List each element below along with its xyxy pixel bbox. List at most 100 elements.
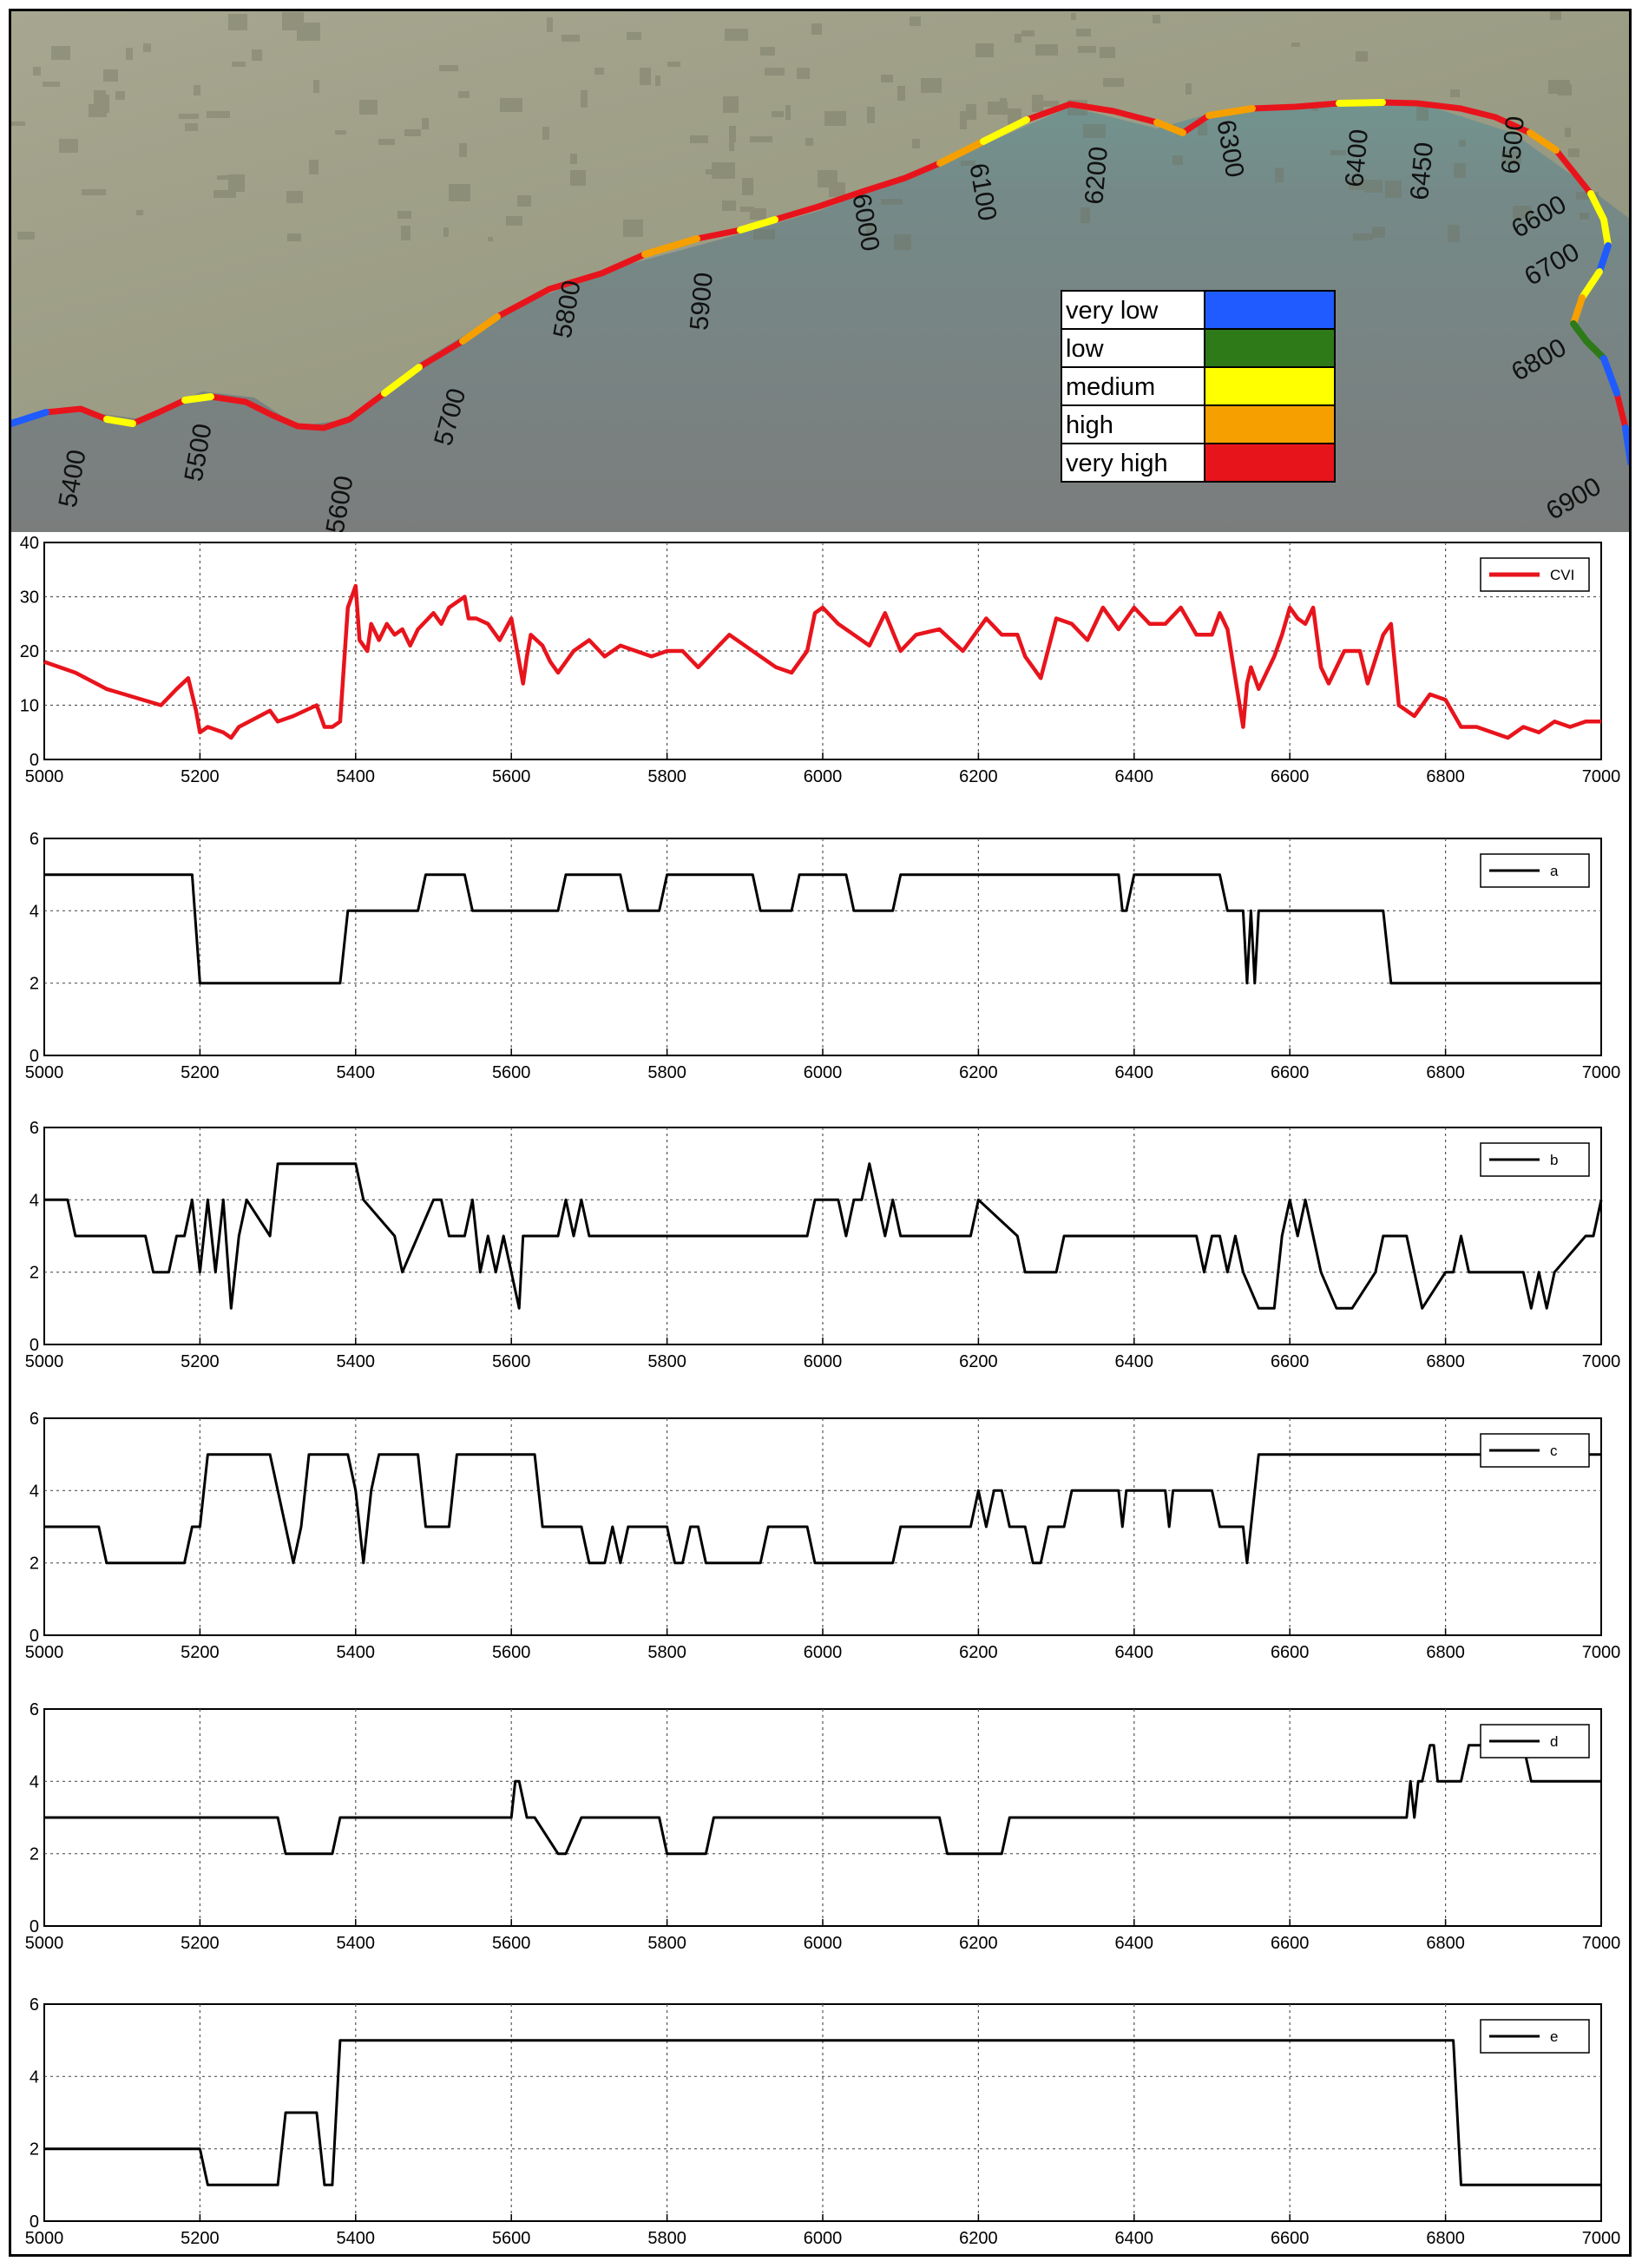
terrain-patch [179, 114, 199, 119]
terrain-patch [143, 43, 151, 52]
terrain-patch [818, 170, 837, 187]
terrain-patch [729, 126, 736, 142]
legend-label: medium [1066, 373, 1155, 401]
legend-text: b [1550, 1152, 1558, 1168]
legend-label-cell [1061, 328, 1205, 368]
terrain-patch [1448, 225, 1460, 242]
terrain-patch [217, 175, 239, 180]
terrain-patch [1076, 29, 1091, 36]
x-tick-label: 5200 [181, 1352, 220, 1371]
x-tick-label: 6200 [959, 2229, 998, 2248]
x-tick-label: 5000 [25, 767, 64, 786]
coast-segment [381, 364, 423, 397]
x-tick-label: 5400 [337, 1063, 376, 1082]
legend-swatch [1204, 290, 1336, 330]
terrain-patch [729, 135, 734, 151]
coast-segment [1205, 105, 1256, 119]
terrain-patch [59, 139, 78, 153]
terrain-patch [921, 78, 942, 93]
terrain-patch [33, 67, 41, 76]
legend-label: very high [1066, 450, 1168, 477]
x-tick-label: 6400 [1115, 1063, 1154, 1082]
coast-segment [936, 138, 987, 167]
terrain-patch [1349, 179, 1364, 190]
x-tick-label: 5200 [181, 1643, 220, 1662]
y-tick-label: 2 [30, 1264, 39, 1283]
x-tick-label: 6400 [1115, 1352, 1154, 1371]
coast-segments [11, 99, 1629, 466]
legend-label: low [1066, 335, 1105, 363]
terrain-patch [627, 32, 641, 40]
terrain-patch [897, 86, 905, 101]
coast-segment [1570, 320, 1590, 345]
terrain-patch [811, 23, 822, 35]
x-tick-label: 5600 [492, 767, 531, 786]
terrain-patch [459, 143, 467, 157]
y-tick-label: 4 [30, 1191, 39, 1210]
y-tick-label: 0 [30, 1627, 39, 1646]
x-tick-label: 6200 [959, 1352, 998, 1371]
x-tick-label: 6600 [1271, 1063, 1310, 1082]
x-tick-label: 5400 [337, 1934, 376, 1953]
terrain-patch [690, 135, 708, 143]
terrain-patch [297, 23, 320, 41]
chainage-label: 5900 [685, 271, 719, 331]
terrain-patch [136, 210, 143, 215]
terrain-patch [1000, 98, 1007, 104]
x-tick-label: 5000 [25, 1352, 64, 1371]
terrain-patch [458, 91, 470, 98]
land-area [11, 11, 1629, 426]
coast-segment [11, 409, 49, 427]
terrain-patch [1100, 47, 1115, 58]
terrain-patch [1565, 128, 1571, 137]
terrain-patch [750, 136, 772, 142]
y-tick-label: 2 [30, 1845, 39, 1864]
terrain-patch [335, 130, 346, 135]
terrain-patch [282, 12, 304, 30]
y-tick-label: 0 [30, 2212, 39, 2232]
map-legend: very low low medium high very high [1061, 290, 1336, 483]
legend-label-cell [1061, 290, 1205, 330]
legend-swatch [1204, 443, 1336, 483]
terrain-patch [570, 170, 586, 186]
terrain-patch [82, 189, 106, 195]
x-tick-label: 6800 [1426, 1643, 1465, 1662]
terrain-patch [232, 62, 246, 67]
y-tick-label: 0 [30, 1336, 39, 1355]
x-tick-label: 6000 [804, 2229, 843, 2248]
terrain-patch [640, 68, 651, 85]
terrain-patch [443, 227, 449, 237]
terrain-patch [103, 69, 118, 82]
x-tick-label: 7000 [1582, 1934, 1621, 1953]
panel-a: 5000 5200 5400 5600 5800 6000 6200 6400 6600 6800… [25, 830, 1621, 1082]
coast-segment [1622, 424, 1629, 466]
x-tick-label: 5800 [647, 2229, 686, 2248]
terrain-patch [881, 199, 903, 205]
x-tick-label: 5000 [25, 1934, 64, 1953]
terrain-patch [1083, 124, 1106, 138]
terrain-patch [517, 195, 531, 207]
terrain-patch [17, 232, 35, 240]
y-tick-label: 0 [30, 1047, 39, 1066]
x-tick-label: 5400 [337, 1352, 376, 1371]
x-tick-label: 5800 [647, 767, 686, 786]
x-tick-label: 5600 [492, 1352, 531, 1371]
terrain-patch [285, 20, 292, 24]
terrain-patch [1186, 83, 1192, 95]
terrain-patch [960, 111, 967, 129]
terrain-patch [750, 208, 766, 220]
y-tick-label: 30 [20, 588, 39, 608]
terrain-patch [378, 139, 395, 145]
terrain-patch [11, 122, 25, 126]
terrain-patch [966, 104, 976, 120]
terrain-patch [1103, 78, 1124, 87]
x-tick-label: 5000 [25, 1063, 64, 1082]
y-tick-label: 6 [30, 1119, 39, 1138]
terrain-patch [207, 111, 230, 118]
x-tick-label: 5200 [181, 767, 220, 786]
x-tick-label: 5600 [492, 2229, 531, 2248]
x-tick-label: 6000 [804, 1352, 843, 1371]
terrain-patch [824, 111, 846, 126]
terrain-patch [1353, 233, 1373, 240]
